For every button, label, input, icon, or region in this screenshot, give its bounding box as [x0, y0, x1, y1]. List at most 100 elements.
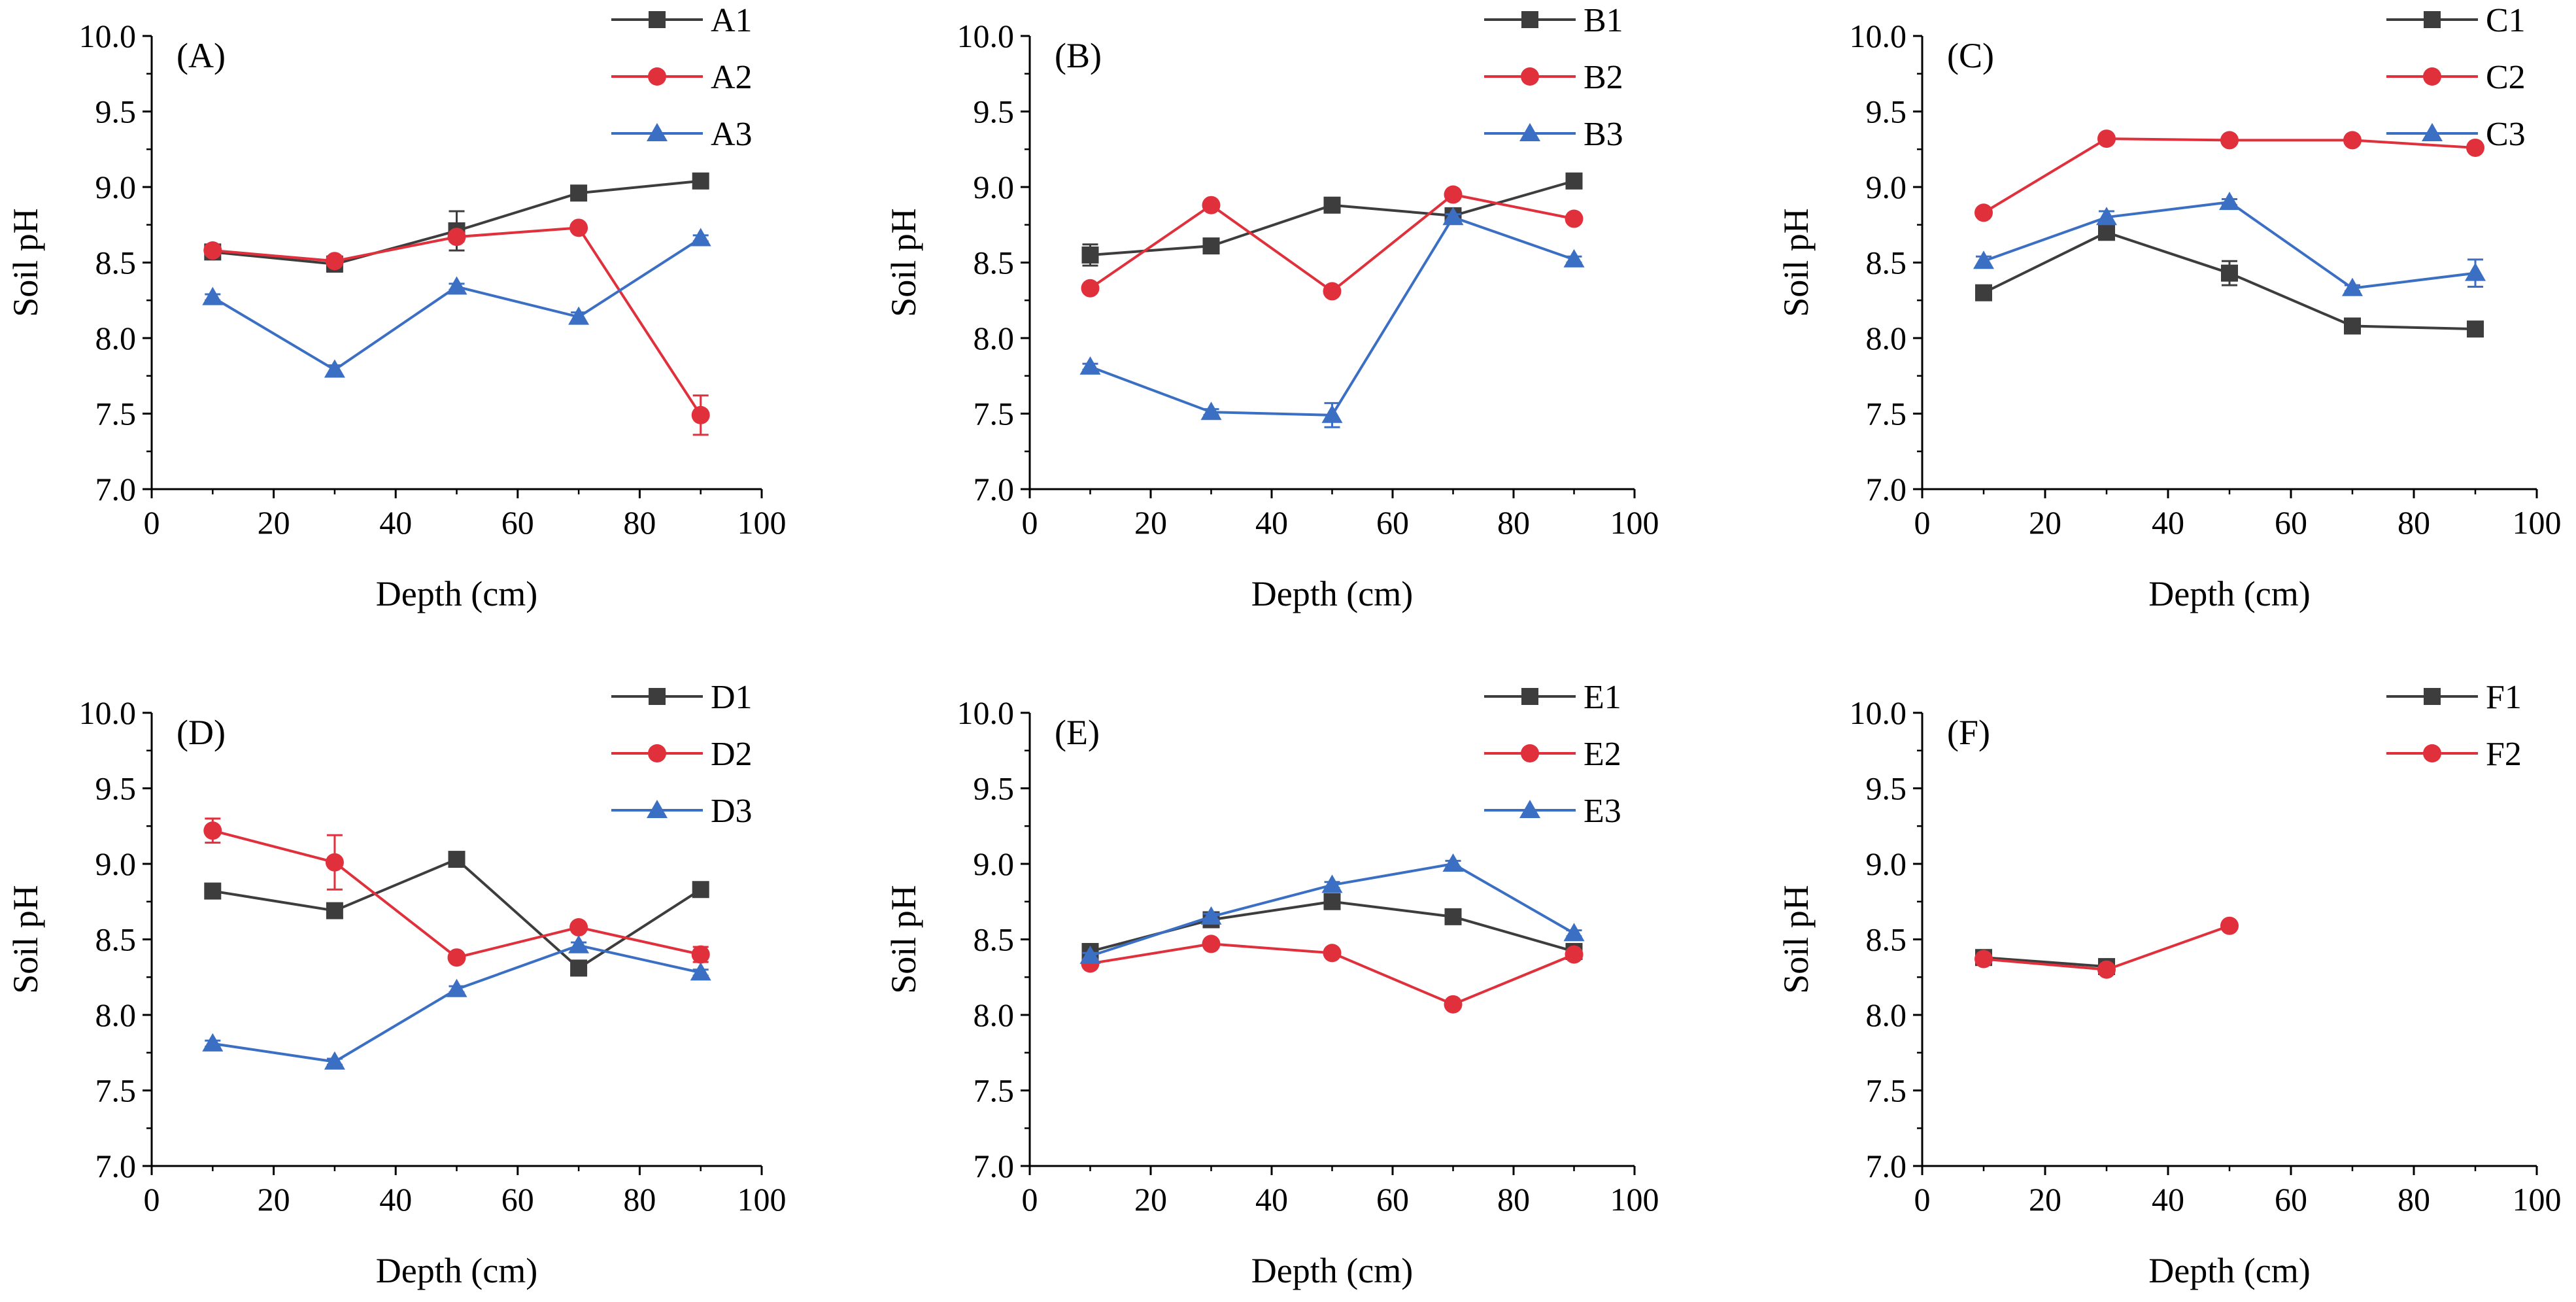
series-A3	[202, 228, 711, 378]
legend-label: F1	[2486, 679, 2522, 716]
legend-entry: B1	[1484, 2, 1623, 39]
x-tick-label: 0	[1022, 1181, 1038, 1218]
y-tick-label: 8.5	[95, 245, 137, 281]
legend-marker	[2423, 744, 2441, 762]
y-tick-label: 7.5	[95, 1072, 137, 1109]
data-point	[203, 241, 222, 260]
data-point	[569, 918, 588, 937]
x-tick-label: 20	[258, 1181, 290, 1218]
data-point	[568, 306, 590, 325]
legend-entry: D1	[611, 679, 753, 716]
x-tick-label: 100	[737, 1181, 787, 1218]
legend-entry: A3	[611, 116, 753, 153]
y-tick-label: 8.0	[95, 320, 137, 356]
data-point	[326, 902, 343, 919]
x-tick-label: 40	[1255, 504, 1288, 541]
data-point	[2344, 317, 2361, 335]
series-D1	[204, 851, 709, 977]
y-axis-title: Soil pH	[884, 208, 923, 317]
series-B3	[1079, 207, 1585, 428]
x-tick-label: 60	[501, 1181, 534, 1218]
x-tick-label: 40	[1255, 1181, 1288, 1218]
y-axis-title: Soil pH	[884, 885, 923, 994]
y-tick-label: 10.0	[79, 18, 137, 54]
series-B1	[1081, 172, 1583, 267]
panel-label: (C)	[1947, 36, 1994, 75]
y-tick-label: 8.0	[1866, 320, 1907, 356]
data-point	[2219, 192, 2240, 211]
chart-panel-b: 0 20 40 60 80 100 7.0 7.5 8.0 8.5 9.0 9.5 10.0 Depth …	[884, 2, 1659, 613]
legend-label: F2	[2486, 736, 2522, 773]
legend-label: B1	[1584, 2, 1623, 39]
chart-panel-e: 0 20 40 60 80 100 7.0 7.5 8.0 8.5 9.0 9.5 10.0 Depth …	[884, 679, 1659, 1290]
legend-entry: A2	[611, 59, 753, 96]
y-tick-label: 8.0	[974, 997, 1015, 1033]
legend-label: D3	[711, 793, 753, 830]
data-point	[1323, 944, 1342, 963]
data-point	[692, 172, 709, 190]
y-axis-title: Soil pH	[6, 885, 45, 994]
chart-panel-d: 0 20 40 60 80 100 7.0 7.5 8.0 8.5 9.0 9.5 10.0 Depth …	[6, 679, 787, 1290]
data-point	[1444, 995, 1463, 1014]
y-tick-label: 7.0	[1866, 471, 1907, 507]
data-point	[2096, 207, 2117, 226]
legend-marker	[1521, 67, 1539, 86]
y-tick-label: 8.5	[974, 921, 1015, 958]
data-point	[1973, 250, 1994, 269]
data-point	[1079, 945, 1101, 964]
series-line	[1983, 956, 2107, 968]
y-tick-label: 10.0	[79, 694, 137, 731]
y-tick-label: 8.0	[1866, 997, 1907, 1033]
data-point	[1565, 209, 1584, 228]
series-line	[1089, 215, 1575, 417]
data-point	[1565, 945, 1584, 964]
legend-marker	[2424, 688, 2441, 705]
panel-label: (A)	[177, 36, 226, 75]
data-point	[2342, 277, 2363, 296]
data-point	[690, 228, 711, 247]
data-point	[692, 881, 709, 899]
x-tick-label: 40	[379, 504, 412, 541]
y-tick-label: 9.0	[1866, 169, 1907, 205]
data-point	[1975, 284, 1992, 301]
data-point	[325, 853, 344, 872]
legend-entry: D2	[611, 736, 753, 773]
data-point	[2097, 960, 2116, 979]
y-tick-label: 7.5	[974, 1072, 1015, 1109]
data-point	[2097, 129, 2116, 148]
chart-panel-f: 0 20 40 60 80 100 7.0 7.5 8.0 8.5 9.0 9.5 10.0 Depth …	[1776, 679, 2562, 1290]
x-tick-label: 60	[501, 504, 534, 541]
legend-marker	[1521, 688, 1538, 705]
x-axis-title: Depth (cm)	[1251, 574, 1413, 613]
data-point	[2220, 131, 2239, 150]
y-tick-label: 8.0	[95, 997, 137, 1033]
series-E3	[1079, 853, 1585, 964]
y-tick-label: 9.0	[974, 169, 1015, 205]
x-tick-label: 100	[1610, 1181, 1659, 1218]
data-point	[570, 184, 588, 202]
panel-label: (D)	[177, 713, 226, 752]
y-axis-title: Soil pH	[1776, 208, 1816, 317]
data-point	[202, 286, 224, 305]
y-tick-label: 8.0	[974, 320, 1015, 356]
legend-marker	[648, 67, 666, 86]
data-point	[1444, 908, 1462, 925]
x-tick-label: 20	[2029, 504, 2061, 541]
data-point	[1323, 893, 1341, 910]
legend-label: A2	[711, 59, 753, 96]
data-point	[690, 962, 711, 981]
legend-marker	[2423, 67, 2441, 86]
x-tick-label: 20	[1134, 1181, 1167, 1218]
series-B2	[1081, 185, 1584, 301]
y-tick-label: 8.5	[1866, 245, 1907, 281]
panel-label: (E)	[1055, 713, 1100, 752]
y-tick-label: 9.5	[974, 94, 1015, 130]
data-point	[1081, 279, 1100, 298]
series-line	[212, 226, 702, 416]
data-point	[448, 851, 466, 868]
data-point	[1442, 207, 1464, 226]
y-tick-label: 8.5	[95, 921, 137, 958]
y-tick-label: 9.0	[974, 846, 1015, 882]
data-point	[1444, 185, 1463, 204]
